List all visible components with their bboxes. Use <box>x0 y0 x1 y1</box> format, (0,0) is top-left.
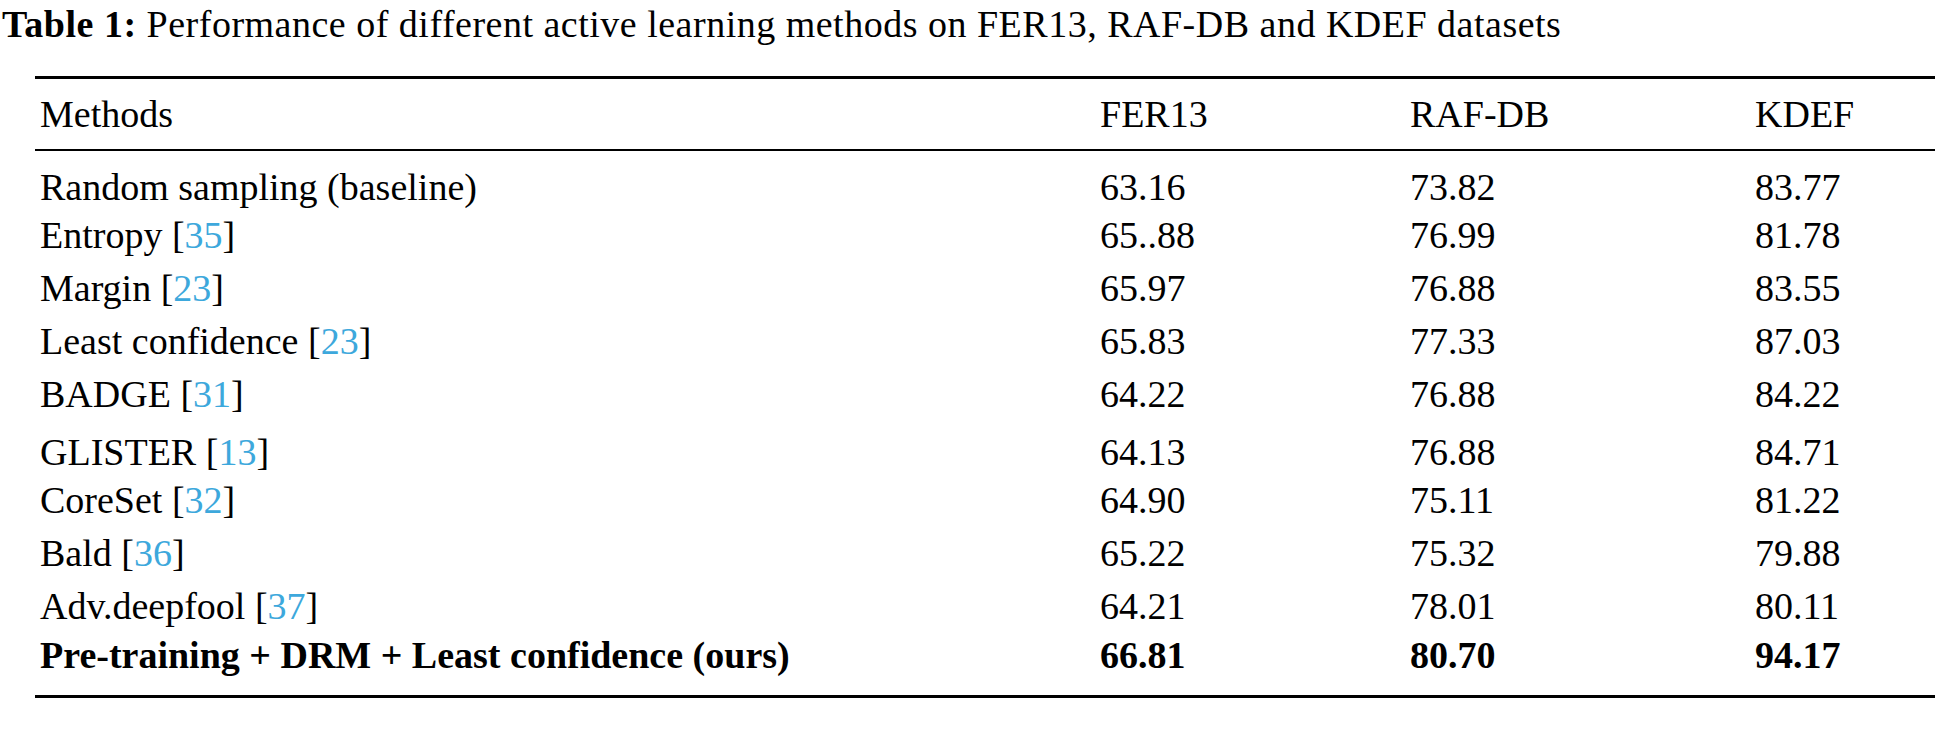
value-cell-kdef: 80.11 <box>1755 580 1935 633</box>
value-cell-rafdb: 76.88 <box>1410 368 1755 421</box>
method-label: Bald <box>40 532 112 574</box>
citation-bracket-close: ] <box>231 373 244 415</box>
citation-bracket-open: [ <box>171 373 193 415</box>
method-cell: Margin [23] <box>35 262 1100 315</box>
table-header-row: Methods FER13 RAF-DB KDEF <box>35 78 1935 150</box>
value-cell-rafdb: 75.11 <box>1410 474 1755 527</box>
column-header-fer13: FER13 <box>1100 78 1410 150</box>
method-label: Pre-training + DRM + Least confidence (o… <box>40 634 790 676</box>
value-cell-kdef: 83.77 <box>1755 150 1935 209</box>
method-cell: Pre-training + DRM + Least confidence (o… <box>35 633 1100 697</box>
table-row: Pre-training + DRM + Least confidence (o… <box>35 633 1935 697</box>
value-cell-kdef: 94.17 <box>1755 633 1935 697</box>
value-cell-fer13: 63.16 <box>1100 150 1410 209</box>
table-caption: Table 1: Performance of different active… <box>0 0 1945 46</box>
value-cell-rafdb: 78.01 <box>1410 580 1755 633</box>
value-cell-rafdb: 76.88 <box>1410 421 1755 474</box>
value-cell-fer13: 64.13 <box>1100 421 1410 474</box>
citation-bracket-open: [ <box>298 320 320 362</box>
citation-bracket-open: [ <box>112 532 134 574</box>
method-cell: Adv.deepfool [37] <box>35 580 1100 633</box>
citation-link[interactable]: 36 <box>134 532 172 574</box>
value-cell-kdef: 84.71 <box>1755 421 1935 474</box>
table-row: GLISTER [13]64.1376.8884.71 <box>35 421 1935 474</box>
value-cell-fer13: 64.90 <box>1100 474 1410 527</box>
table-row: Bald [36]65.2275.3279.88 <box>35 527 1935 580</box>
table-row: Margin [23]65.9776.8883.55 <box>35 262 1935 315</box>
method-cell: CoreSet [32] <box>35 474 1100 527</box>
method-label: GLISTER <box>40 431 196 473</box>
column-header-rafdb: RAF-DB <box>1410 78 1755 150</box>
results-table: Methods FER13 RAF-DB KDEF Random samplin… <box>35 76 1935 698</box>
value-cell-fer13: 64.22 <box>1100 368 1410 421</box>
table-row: Least confidence [23]65.8377.3387.03 <box>35 315 1935 368</box>
method-label: CoreSet <box>40 479 162 521</box>
value-cell-fer13: 66.81 <box>1100 633 1410 697</box>
value-cell-kdef: 84.22 <box>1755 368 1935 421</box>
citation-link[interactable]: 32 <box>185 479 223 521</box>
value-cell-fer13: 65.97 <box>1100 262 1410 315</box>
method-label: Margin <box>40 267 151 309</box>
citation-bracket-open: [ <box>245 585 267 627</box>
citation-bracket-close: ] <box>359 320 372 362</box>
value-cell-fer13: 65.22 <box>1100 527 1410 580</box>
citation-bracket-close: ] <box>223 214 236 256</box>
value-cell-kdef: 81.22 <box>1755 474 1935 527</box>
table-body: Random sampling (baseline) 63.1673.8283.7… <box>35 150 1935 697</box>
table-row: BADGE [31]64.2276.8884.22 <box>35 368 1935 421</box>
citation-bracket-open: [ <box>196 431 218 473</box>
value-cell-kdef: 79.88 <box>1755 527 1935 580</box>
value-cell-kdef: 87.03 <box>1755 315 1935 368</box>
method-label: Random sampling (baseline) <box>40 166 477 208</box>
table-row: Random sampling (baseline) 63.1673.8283.7… <box>35 150 1935 209</box>
citation-bracket-close: ] <box>306 585 319 627</box>
citation-bracket-open: [ <box>162 214 184 256</box>
citation-link[interactable]: 31 <box>193 373 231 415</box>
value-cell-rafdb: 76.99 <box>1410 209 1755 262</box>
method-cell: Random sampling (baseline) <box>35 150 1100 209</box>
method-cell: Bald [36] <box>35 527 1100 580</box>
method-label: Adv.deepfool <box>40 585 245 627</box>
value-cell-rafdb: 75.32 <box>1410 527 1755 580</box>
citation-bracket-close: ] <box>223 479 236 521</box>
citation-bracket-open: [ <box>151 267 173 309</box>
citation-link[interactable]: 23 <box>173 267 211 309</box>
value-cell-rafdb: 80.70 <box>1410 633 1755 697</box>
value-cell-rafdb: 73.82 <box>1410 150 1755 209</box>
value-cell-rafdb: 77.33 <box>1410 315 1755 368</box>
method-cell: GLISTER [13] <box>35 421 1100 474</box>
paper-table-figure: Table 1: Performance of different active… <box>0 0 1945 736</box>
column-header-kdef: KDEF <box>1755 78 1935 150</box>
table-row: CoreSet [32]64.9075.1181.22 <box>35 474 1935 527</box>
column-header-methods: Methods <box>35 78 1100 150</box>
value-cell-kdef: 83.55 <box>1755 262 1935 315</box>
citation-link[interactable]: 13 <box>218 431 256 473</box>
method-label: BADGE <box>40 373 171 415</box>
method-cell: Entropy [35] <box>35 209 1100 262</box>
citation-bracket-open: [ <box>162 479 184 521</box>
value-cell-kdef: 81.78 <box>1755 209 1935 262</box>
table-row: Entropy [35]65..8876.9981.78 <box>35 209 1935 262</box>
method-cell: Least confidence [23] <box>35 315 1100 368</box>
citation-bracket-close: ] <box>172 532 185 574</box>
value-cell-fer13: 65.83 <box>1100 315 1410 368</box>
value-cell-rafdb: 76.88 <box>1410 262 1755 315</box>
value-cell-fer13: 64.21 <box>1100 580 1410 633</box>
table-caption-label: Table 1: <box>2 3 137 45</box>
value-cell-fer13: 65..88 <box>1100 209 1410 262</box>
citation-link[interactable]: 35 <box>185 214 223 256</box>
citation-bracket-close: ] <box>211 267 224 309</box>
citation-bracket-close: ] <box>256 431 269 473</box>
method-cell: BADGE [31] <box>35 368 1100 421</box>
citation-link[interactable]: 23 <box>321 320 359 362</box>
method-label: Least confidence <box>40 320 298 362</box>
method-label: Entropy <box>40 214 162 256</box>
table-row: Adv.deepfool [37]64.2178.0180.11 <box>35 580 1935 633</box>
citation-link[interactable]: 37 <box>268 585 306 627</box>
table-caption-text: Performance of different active learning… <box>147 3 1562 45</box>
